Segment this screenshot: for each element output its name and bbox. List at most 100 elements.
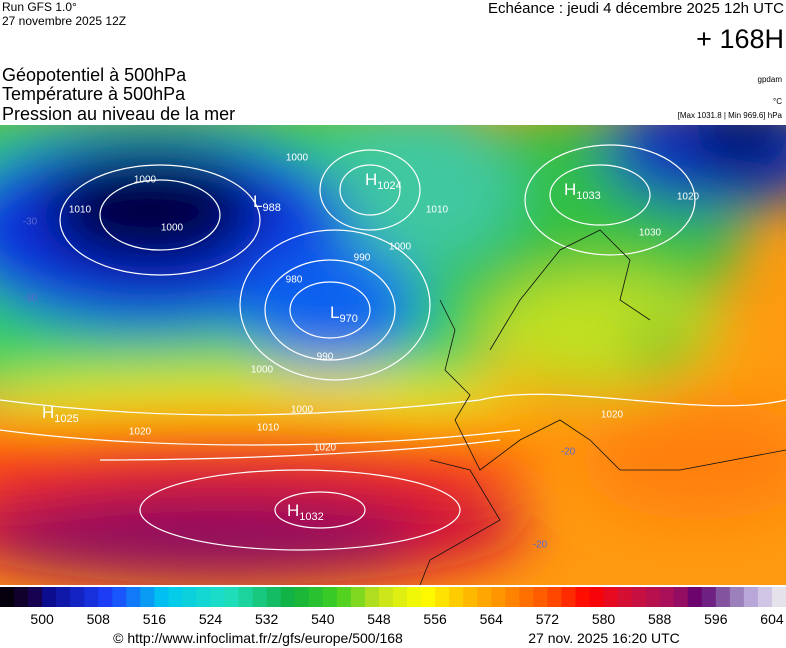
colorbar-segment bbox=[421, 587, 436, 607]
center-letter: L bbox=[330, 303, 339, 322]
lead: + 168H bbox=[696, 24, 784, 54]
run: Run GFS 1.0° bbox=[2, 0, 77, 14]
timestamp: 27 nov. 2025 16:20 UTC bbox=[528, 630, 680, 646]
colorbar-segment bbox=[603, 587, 619, 607]
isobar-label: 1000 bbox=[291, 405, 314, 416]
colorbar-label: 604 bbox=[760, 611, 784, 627]
temperature-label: -20 bbox=[533, 540, 548, 551]
colorbar-segment bbox=[449, 587, 464, 607]
colorbar-segment bbox=[477, 587, 492, 607]
isobar-label: 990 bbox=[354, 253, 371, 264]
colorbar-label: 564 bbox=[480, 611, 504, 627]
forecast: Echéance : jeudi 4 décembre 2025 12h UTC bbox=[488, 0, 784, 17]
colorbar-label: 524 bbox=[199, 611, 223, 627]
colorbar-label: 548 bbox=[367, 611, 391, 627]
isobar-label: 980 bbox=[286, 275, 303, 286]
colorbar-segment bbox=[589, 587, 605, 607]
center-letter: H bbox=[287, 501, 299, 520]
colorbar-segment bbox=[463, 587, 478, 607]
isobar-label: 1030 bbox=[639, 228, 662, 239]
colorbar-segment bbox=[491, 587, 506, 607]
pressure-center: L970 bbox=[330, 303, 358, 325]
run-date: 27 novembre 2025 12Z bbox=[2, 14, 126, 28]
pressure-range: [Max 1031.8 | Min 969.6] hPa bbox=[678, 111, 783, 120]
pressure-center: H1024 bbox=[365, 170, 402, 192]
colorbar-segment bbox=[407, 587, 422, 607]
pressure-center: L988 bbox=[253, 192, 281, 214]
colorbar: 500 508 516 524 532 540 548 556 564 572 580 588 596 6… bbox=[0, 587, 786, 627]
colorbar-segment bbox=[336, 587, 352, 607]
colorbar-segment bbox=[631, 587, 647, 607]
colorbar-segment bbox=[126, 587, 141, 607]
colorbar-segment bbox=[378, 587, 394, 607]
colorbar-label: 508 bbox=[87, 611, 111, 627]
unit: gpdam bbox=[758, 75, 783, 84]
isobar-label: 1010 bbox=[257, 423, 280, 434]
isobar-label: 1010 bbox=[426, 205, 449, 216]
temperature-label: -20 bbox=[561, 447, 576, 458]
isobar-label: 1000 bbox=[286, 153, 309, 164]
colorbar-segment bbox=[0, 587, 15, 607]
colorbar-segment bbox=[84, 587, 99, 607]
colorbar-segment bbox=[238, 587, 254, 607]
isobar-label: 1020 bbox=[314, 443, 337, 454]
colorbar-segment bbox=[28, 587, 43, 607]
colorbar-segment bbox=[659, 587, 675, 607]
colorbar-segment bbox=[757, 587, 773, 607]
colorbar-label: 596 bbox=[704, 611, 728, 627]
colorbar-segment bbox=[561, 587, 576, 607]
isobar-label: 1020 bbox=[677, 192, 700, 203]
map: L988 H1024 H1033 L970 H1025 H1032 1000 1… bbox=[0, 125, 786, 585]
colorbar-segment bbox=[98, 587, 113, 607]
isobar-label: 1010 bbox=[69, 205, 92, 216]
center-value: 970 bbox=[339, 313, 357, 325]
colorbar-label: 540 bbox=[311, 611, 335, 627]
colorbar-segment bbox=[322, 587, 338, 607]
colorbar-segment bbox=[140, 587, 155, 607]
pressure-center: H1025 bbox=[42, 403, 79, 425]
center-letter: H bbox=[42, 403, 54, 422]
colorbar-segment bbox=[364, 587, 380, 607]
colorbar-label: 500 bbox=[30, 611, 54, 627]
colorbar-segment bbox=[519, 587, 534, 607]
colorbar-segment bbox=[154, 587, 169, 607]
colorbar-label: 588 bbox=[648, 611, 672, 627]
colorbar-segment bbox=[14, 587, 29, 607]
center-value: 1025 bbox=[54, 413, 78, 425]
colorbar-segment bbox=[533, 587, 548, 607]
center-value: 1033 bbox=[576, 190, 600, 202]
colorbar-segment bbox=[350, 587, 366, 607]
colorbar-segment bbox=[701, 587, 717, 607]
colorbar-segment bbox=[743, 587, 759, 607]
field: Pression au niveau de la mer bbox=[2, 104, 235, 124]
colorbar-segment bbox=[70, 587, 85, 607]
center-letter: L bbox=[253, 192, 262, 211]
colorbar-segment bbox=[42, 587, 57, 607]
source: © http://www.infoclimat.fr/z/gfs/europe/… bbox=[113, 630, 403, 646]
center-value: 1032 bbox=[299, 511, 323, 523]
field: Géopotentiel à 500hPa bbox=[2, 65, 187, 85]
unit: °C bbox=[773, 97, 782, 106]
colorbar-segment bbox=[505, 587, 520, 607]
isobar-label: 1000 bbox=[251, 365, 274, 376]
colorbar-segment bbox=[210, 587, 226, 607]
colorbar-label: 572 bbox=[536, 611, 560, 627]
colorbar-segment bbox=[771, 587, 786, 607]
colorbar-segment bbox=[645, 587, 661, 607]
colorbar-segment bbox=[435, 587, 450, 607]
colorbar-segment bbox=[168, 587, 183, 607]
colorbar-segment bbox=[224, 587, 240, 607]
temperature-label: -30 bbox=[23, 293, 38, 304]
colorbar-label: 556 bbox=[423, 611, 447, 627]
isobar-label: 1000 bbox=[134, 175, 157, 186]
colorbar-segment bbox=[294, 587, 310, 607]
colorbar-segment bbox=[673, 587, 689, 607]
center-letter: H bbox=[365, 170, 377, 189]
colorbar-segment bbox=[393, 587, 408, 607]
isobar-label: 1000 bbox=[389, 242, 412, 253]
colorbar-segment bbox=[112, 587, 127, 607]
colorbar-segment bbox=[729, 587, 745, 607]
isobar-label: 990 bbox=[317, 352, 334, 363]
center-value: 1024 bbox=[377, 180, 401, 192]
